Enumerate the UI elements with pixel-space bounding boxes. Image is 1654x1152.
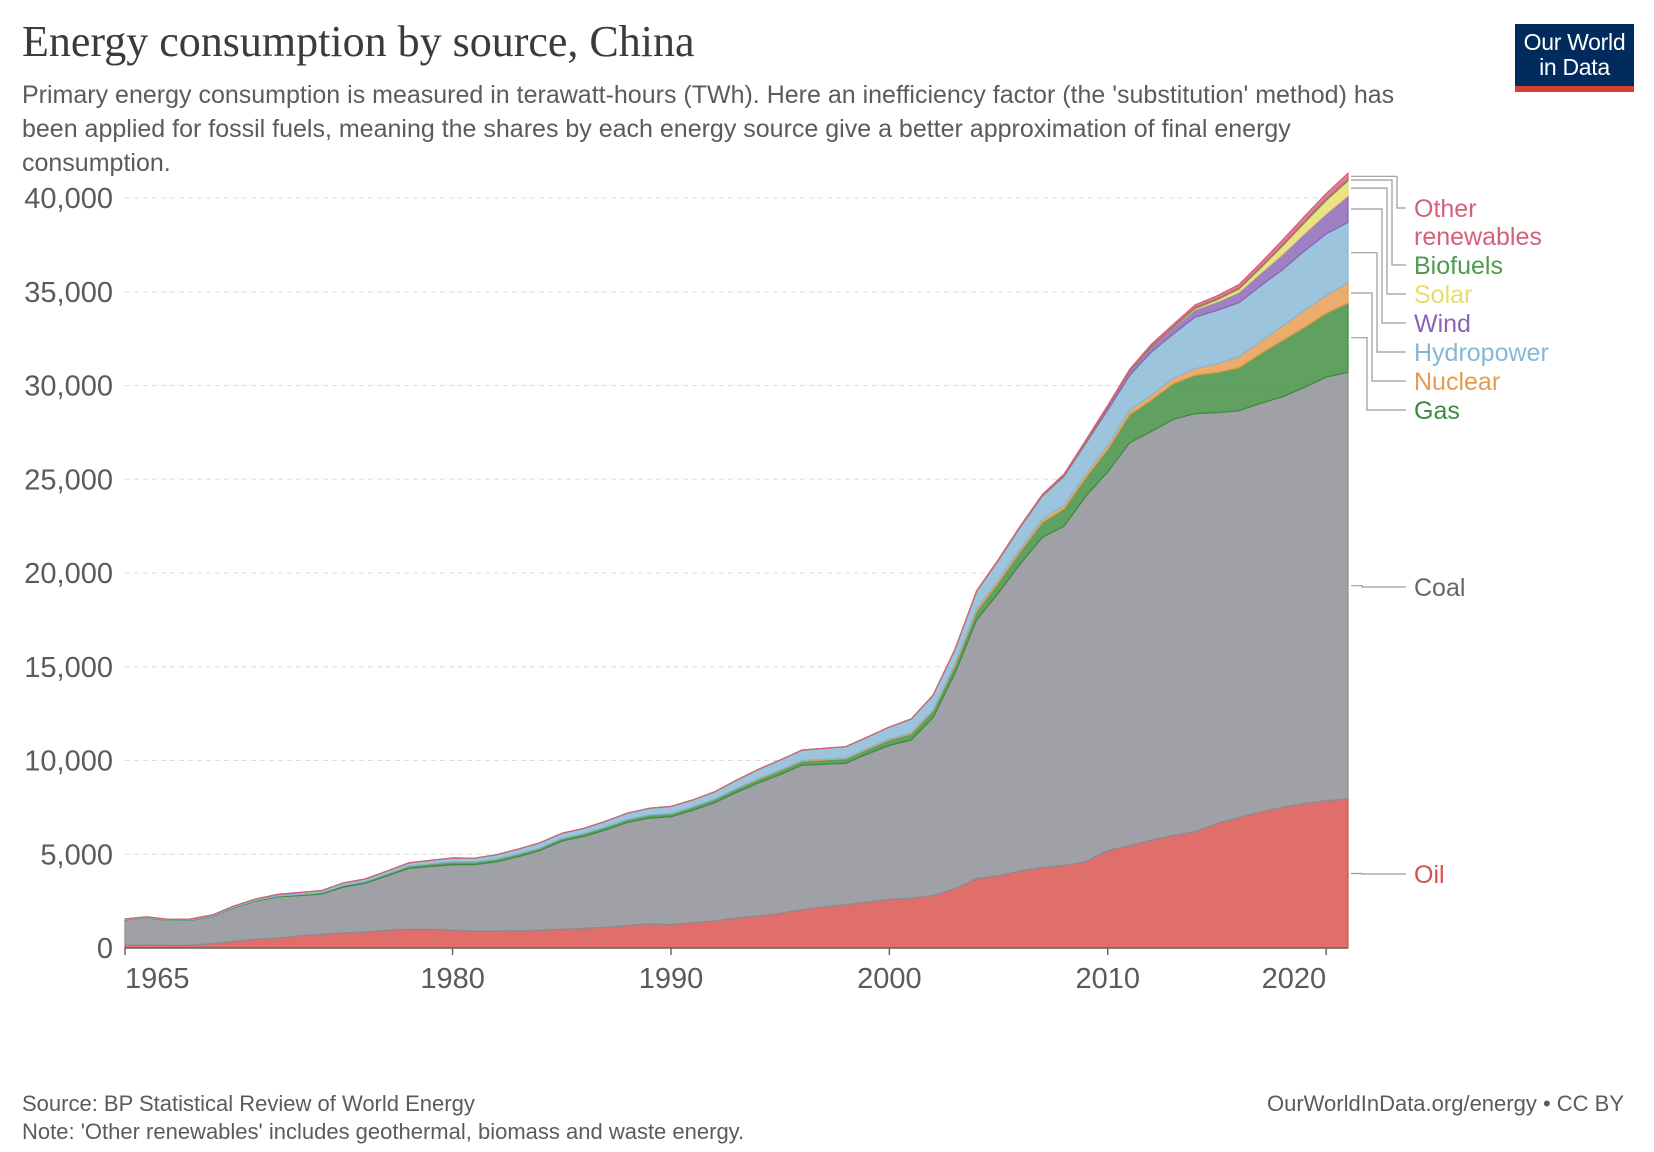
area-series [124,171,1349,949]
axes: 0 5,000 10,000 15,000 20,000 25,000 30,000 35,0… [24,183,1348,995]
legend-label: Hydropower [1414,339,1549,367]
y-tick-label: 5,000 [40,839,113,871]
legend-connector [1351,872,1406,875]
logo-line-2: in Data [1539,54,1610,80]
x-tick-label: 1990 [639,963,704,995]
legend-label: renewables [1414,223,1542,251]
x-tick-label: 1980 [420,963,485,995]
x-tick-label: 2010 [1076,963,1141,995]
footer-source-block: Source: BP Statistical Review of World E… [22,1090,744,1146]
legend-connector [1351,175,1406,209]
chart-subtitle: Primary energy consumption is measured i… [22,81,1395,177]
note-text: Note: 'Other renewables' includes geothe… [22,1119,745,1144]
legend-label: Biofuels [1414,252,1503,280]
x-tick-label: 2000 [857,963,922,995]
chart-title: Energy consumption by source, China [22,17,695,66]
legend-connector [1351,187,1406,295]
x-tick-label: 2020 [1262,963,1327,995]
y-tick-label: 35,000 [24,277,113,309]
area-other-renewables[interactable] [124,171,1349,921]
owid-logo[interactable]: Our World in Data [1515,24,1634,92]
logo-line-1: Our World [1523,29,1626,55]
legend-connector [1351,337,1406,411]
legend-label: Gas [1414,397,1460,425]
y-tick-label: 20,000 [24,558,113,590]
y-tick-label: 10,000 [24,746,113,778]
y-tick-label: 40,000 [24,183,113,215]
legend-label: Oil [1414,861,1445,889]
legend-connector [1351,179,1406,266]
legend-label: Wind [1414,310,1471,338]
legend-connector [1351,585,1406,588]
y-tick-label: 30,000 [24,371,113,403]
legend-connector [1351,208,1406,324]
footer-link[interactable]: OurWorldInData.org/energy • CC BY [1267,1091,1624,1116]
x-tick-label: 1965 [125,963,190,995]
legend-connector [1351,292,1406,382]
legend-label: Coal [1414,574,1465,602]
legend-label: Nuclear [1414,368,1500,396]
legend-label: Solar [1414,281,1472,309]
y-tick-label: 0 [97,933,113,965]
legend-connector [1351,252,1406,353]
source-text: Source: BP Statistical Review of World E… [22,1091,475,1116]
y-tick-label: 15,000 [24,652,113,684]
legend: OtherrenewablesBiofuelsSolarWindHydropow… [1351,175,1549,889]
legend-label: Other [1414,195,1477,223]
y-tick-label: 25,000 [24,464,113,496]
